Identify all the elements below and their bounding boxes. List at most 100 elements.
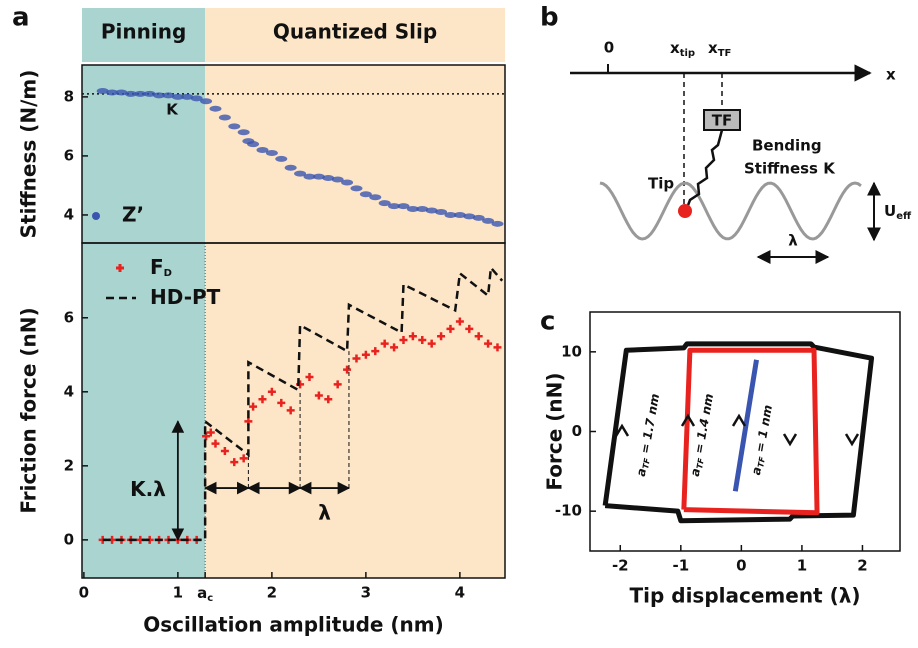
text: a: [687, 467, 702, 477]
point: [453, 211, 466, 218]
tf-box: [703, 109, 741, 131]
point: [220, 447, 229, 456]
point: [200, 98, 213, 105]
x-tick-label: 0: [736, 557, 746, 575]
point: [267, 387, 276, 396]
tf-position-label: xTF: [708, 39, 731, 60]
u-eff-label: Ueff: [884, 202, 912, 223]
text: = 1.7 nm: [637, 392, 662, 458]
x-tick-label: 2: [267, 584, 277, 602]
point: [218, 114, 231, 121]
point: [124, 90, 137, 97]
y-axis-title: Friction force (nN): [17, 307, 41, 513]
text: F: [150, 255, 164, 279]
panel-label: c: [540, 307, 555, 337]
tf-label: TF: [712, 112, 732, 130]
point: [416, 206, 429, 213]
point: [305, 373, 314, 381]
point: [472, 214, 485, 221]
point: [484, 339, 493, 348]
bending-label: Stiffness K: [744, 160, 836, 178]
subscript: D: [164, 268, 172, 279]
y-tick-label: 2: [64, 456, 74, 474]
point: [465, 324, 474, 333]
point: [294, 170, 307, 177]
direction-arrow: [680, 413, 696, 427]
point: [228, 123, 241, 130]
axis-label: x: [886, 66, 896, 84]
panel-label: b: [540, 3, 559, 33]
point: [284, 164, 297, 171]
point: [435, 209, 448, 216]
y-tick-label: -10: [555, 502, 582, 520]
point: [181, 93, 194, 100]
legend-label: FD: [150, 255, 172, 280]
lambda-label: λ: [318, 501, 331, 525]
point: [390, 343, 399, 352]
frame: [81, 242, 506, 579]
reference-label: K: [166, 100, 179, 118]
direction-arrow: [731, 413, 747, 427]
tip-label: Tip: [648, 175, 674, 193]
loop-line: [681, 347, 820, 516]
point: [437, 332, 446, 341]
region-band: [205, 8, 505, 62]
legend-label: HD-PT: [150, 285, 221, 309]
line: [102, 264, 504, 542]
point: [209, 105, 222, 112]
point: [286, 406, 295, 415]
point: [134, 90, 147, 97]
point: [277, 398, 286, 407]
legend-label: Z’: [122, 203, 144, 227]
point: [463, 213, 476, 220]
text: HD-PT: [150, 285, 221, 309]
y-tick-label: 4: [64, 205, 74, 223]
point: [406, 206, 419, 213]
point: [258, 395, 267, 404]
y-tick-label: 8: [64, 87, 74, 105]
point: [369, 194, 382, 201]
x-axis-title: Tip displacement (λ): [629, 584, 860, 608]
x-axis-title: Oscillation amplitude (nm): [143, 613, 444, 637]
point: [455, 317, 464, 326]
point: [350, 185, 363, 192]
point: [190, 95, 203, 102]
point: [371, 347, 380, 356]
lambda-label: λ: [788, 232, 798, 250]
point: [275, 155, 288, 162]
subscript: c: [207, 593, 213, 604]
point: [397, 203, 410, 210]
y-tick-label: 6: [64, 146, 74, 164]
x-tick-label: 3: [361, 584, 371, 602]
point: [247, 141, 260, 148]
y-tick-label: 6: [64, 308, 74, 326]
x-tick-label: ac: [197, 584, 213, 605]
x-tick-label: 4: [455, 584, 465, 602]
text: U: [884, 202, 896, 220]
x-tick-label: 1: [173, 584, 183, 602]
point: [237, 129, 250, 136]
y-tick-label: 0: [64, 530, 74, 548]
point: [115, 89, 128, 96]
loop-label: aTF = 1.7 nm: [633, 392, 662, 477]
region-label: Pinning: [101, 20, 186, 44]
subscript: TF: [695, 457, 706, 470]
point: [322, 175, 335, 182]
tip: [678, 204, 692, 218]
spring: [685, 129, 724, 209]
potential-wave: [599, 181, 862, 241]
point: [106, 89, 119, 96]
point: [230, 458, 239, 467]
subscript: TF: [641, 457, 652, 470]
tip-position-label: xtip: [670, 39, 695, 60]
loop-line: [732, 359, 759, 492]
subscript: eff: [896, 211, 912, 222]
subscript: TF: [756, 455, 767, 468]
point: [352, 354, 361, 363]
x-tick-label: 2: [857, 557, 867, 575]
subscript: TF: [718, 48, 732, 59]
text: = 1 nm: [752, 404, 775, 458]
point: [425, 207, 438, 214]
y-tick-label: 4: [64, 382, 74, 400]
